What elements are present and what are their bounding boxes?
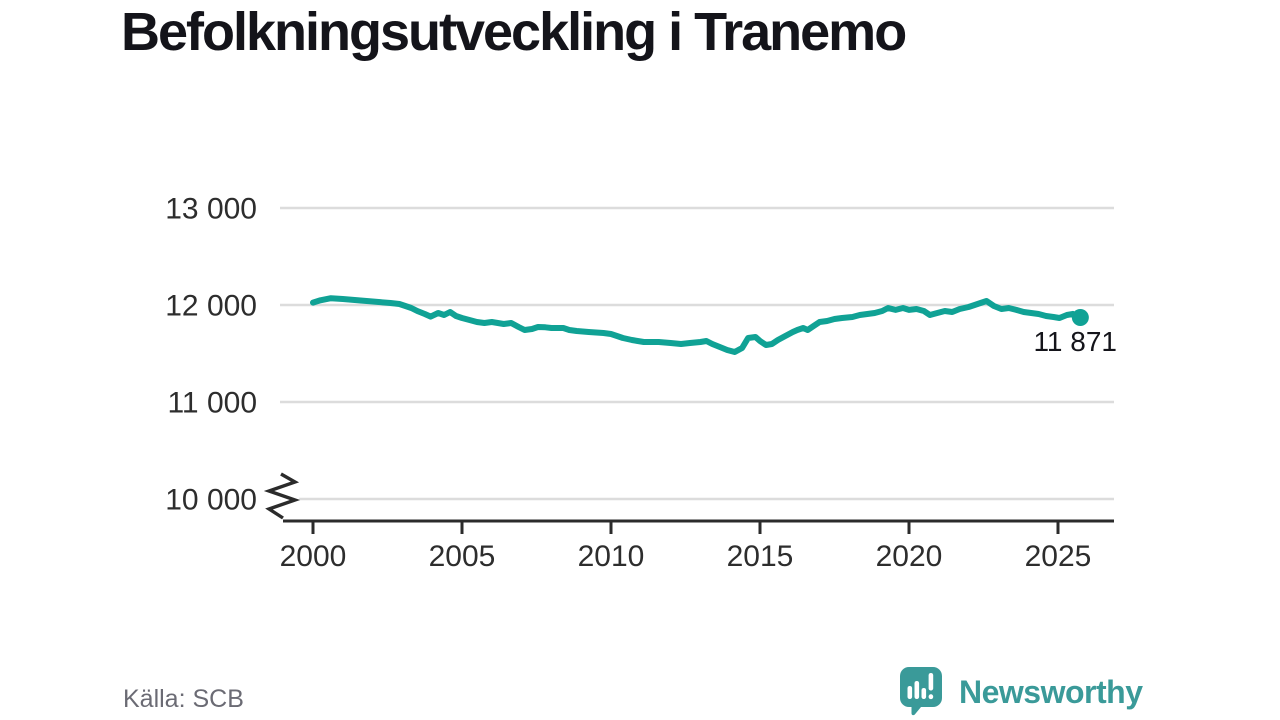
y-tick-label: 12 000 [165,290,257,323]
speech-bubble-shape [900,667,942,716]
page-title: Befolkningsutveckling i Tranemo [121,2,907,62]
x-tick-label: 2000 [280,540,347,573]
axis-break-icon [263,472,301,520]
x-tick-label: 2015 [727,540,794,573]
bar-chart-bar-icon [907,686,913,699]
exclamation-mark-icon [928,673,934,691]
brand-name: Newsworthy [959,674,1143,710]
y-tick-label: 10 000 [165,484,257,517]
x-tick-label: 2005 [429,540,496,573]
x-tick-label: 2020 [876,540,943,573]
endpoint-dot [1071,309,1089,327]
y-tick-label: 11 000 [167,387,257,420]
endpoint-value-label: 11 871 [1033,326,1117,357]
newsworthy-logo-icon [900,667,942,716]
x-tick-label: 2025 [1025,540,1092,573]
x-tick-label: 2010 [578,540,645,573]
exclamation-dot-icon [928,694,934,700]
source-note: Källa: SCB [123,685,244,713]
bar-chart-bar-icon [914,681,920,699]
bar-chart-bar-icon [921,688,927,699]
population-line [310,295,1084,355]
y-tick-label: 13 000 [165,193,257,226]
newsworthy-branding: Newsworthy [899,666,1143,716]
